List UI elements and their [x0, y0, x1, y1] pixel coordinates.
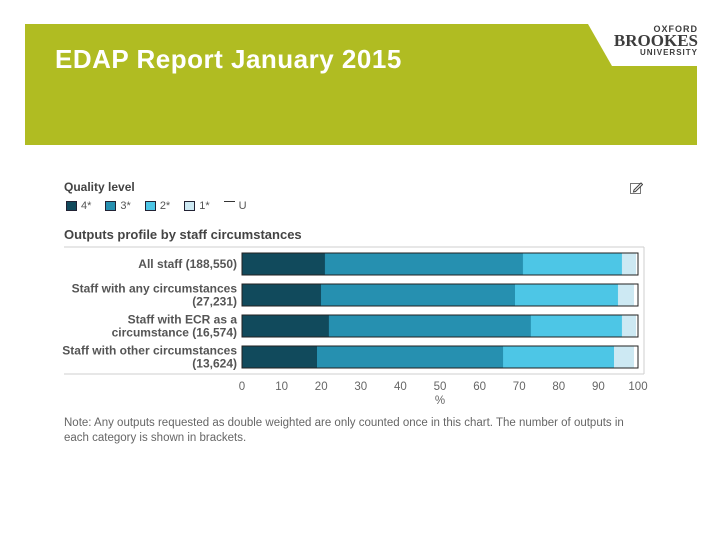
logo-line-brookes: BROOKES: [613, 31, 698, 50]
bar-border: [241, 345, 639, 369]
legend-swatch: [223, 201, 235, 211]
x-tick-label: 60: [473, 381, 486, 393]
bar-segment: [241, 283, 322, 307]
category-label: Staff with other circumstances: [62, 344, 237, 358]
legend-item: 4*: [66, 200, 91, 212]
x-tick-label: 20: [315, 381, 328, 393]
x-tick-label: 30: [354, 381, 367, 393]
legend-swatch: [184, 201, 196, 211]
bar-segment: [621, 252, 637, 276]
legend-item: U: [223, 200, 247, 212]
legend-item: 3*: [105, 200, 131, 212]
legend-label: 1*: [199, 200, 210, 212]
edit-icon[interactable]: [630, 181, 643, 194]
bar-segment: [636, 315, 638, 337]
category-label: circumstance (16,574): [112, 326, 237, 340]
legend-label: 2*: [159, 200, 171, 212]
bar-segment: [328, 314, 532, 338]
bar-segment: [320, 283, 516, 307]
bar-segment: [324, 252, 524, 276]
category-label: Staff with any circumstances: [72, 282, 238, 296]
bar-segment: [530, 314, 623, 338]
slide-title: EDAP Report January 2015: [55, 44, 402, 74]
legend-item: 1*: [184, 200, 210, 212]
x-tick-label: 80: [552, 381, 565, 393]
x-tick-label: 10: [275, 381, 288, 393]
category-label: All staff (188,550): [138, 257, 237, 271]
x-tick-label: 70: [513, 381, 526, 393]
bar-segment: [634, 284, 638, 306]
chart-note: Note: Any outputs requested as double we…: [64, 417, 624, 444]
title-banner: [25, 24, 697, 145]
category-label: (27,231): [192, 295, 237, 309]
bar-segment: [241, 314, 330, 338]
x-tick-label: 40: [394, 381, 407, 393]
legend-item: 2*: [144, 200, 171, 212]
category-label: (13,624): [192, 357, 237, 371]
x-tick-label: 90: [592, 381, 605, 393]
bar-segment: [617, 283, 635, 307]
legend-swatch: [144, 201, 156, 211]
chart-legend: 4* 3* 2* 1* U: [66, 199, 261, 213]
x-tick-label: 0: [239, 381, 245, 393]
bar-border: [241, 283, 639, 307]
x-axis-label: %: [435, 395, 445, 407]
chart-title: Outputs profile by staff circumstances: [64, 227, 302, 242]
bar-border: [241, 252, 639, 276]
legend-label: 3*: [120, 200, 131, 212]
bar-segment: [316, 345, 504, 369]
legend-swatch: [66, 201, 77, 211]
x-tick-label: 100: [628, 381, 647, 393]
bar-segment: [634, 346, 638, 368]
legend-label: U: [238, 200, 247, 212]
legend-label: 4*: [81, 200, 92, 212]
x-tick-label: 50: [434, 381, 447, 393]
bar-segment: [503, 345, 615, 369]
logo-line-university: UNIVERSITY: [639, 48, 698, 57]
category-label: Staff with ECR as a: [128, 313, 238, 327]
bar-segment: [522, 252, 623, 276]
legend-swatch: [105, 201, 117, 211]
bar-segment: [621, 314, 637, 338]
legend-title: Quality level: [64, 180, 135, 194]
bar-segment: [241, 252, 326, 276]
bar-segment: [636, 253, 638, 275]
bar-border: [241, 314, 639, 338]
bar-segment: [613, 345, 635, 369]
logo-line-oxford: OXFORD: [653, 24, 698, 34]
bar-segment: [241, 345, 318, 369]
bar-segment: [514, 283, 619, 307]
